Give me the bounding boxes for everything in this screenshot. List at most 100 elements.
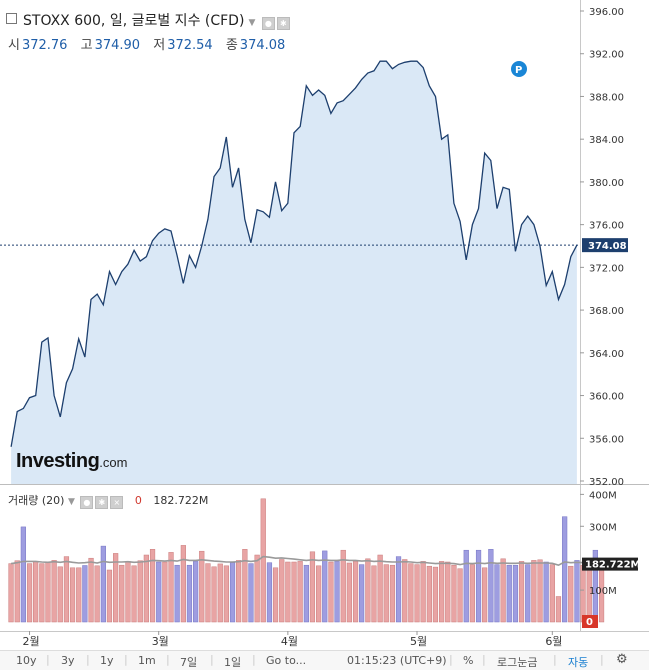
chevron-down-icon[interactable]: ▼ [248,18,256,28]
high-label: 고 [80,38,93,53]
price-tick-label: 384.00 [589,135,624,146]
percent-toggle[interactable]: % [463,654,474,667]
divider: | [449,653,453,666]
volume-bar [106,569,113,623]
last-price-badge [582,238,628,253]
volume-bar [242,549,248,623]
volume-bar [469,564,475,623]
range-3y[interactable]: 3y [61,654,75,667]
volume-bar [383,564,389,623]
volume-bar [156,561,162,623]
p-badge[interactable] [511,61,527,77]
volume-bar [328,561,334,623]
time-tick-label: 3월 [152,635,169,648]
volume-current-value: 182.722M [153,494,209,507]
eye-icon[interactable]: ● [80,496,94,509]
volume-tick-label: 300M [589,522,617,533]
close-icon[interactable]: × [110,496,124,509]
price-tick-label: 364.00 [589,349,624,360]
volume-bar [408,563,414,623]
chart-title[interactable]: STOXX 600, 일, 글로벌 지수 (CFD) ▼ ● ✱ [6,10,290,30]
volume-bar [488,549,494,623]
clock-readout: 01:15:23 (UTC+9) [347,654,447,667]
range-10y[interactable]: 10y [16,654,37,667]
time-tick-label: 2월 [23,635,40,648]
volume-bar [506,564,512,623]
volume-bar [395,556,402,623]
divider: | [600,653,604,666]
chevron-down-icon[interactable]: ▼ [67,497,75,507]
price-area-fill [11,61,577,484]
volume-bar [125,561,131,623]
volume-bar [20,526,26,623]
volume-bar [420,561,426,623]
volume-bar [475,549,482,623]
volume-bar [88,557,94,623]
time-tick-label: 4월 [281,635,298,648]
price-tick-label: 392.00 [589,50,624,61]
volume-last-badge [582,557,638,571]
volume-bar [543,561,549,623]
auto-scale-toggle[interactable]: 자동 [568,656,589,669]
ohlc-values: 시 372.76 고 374.90 저 372.54 종 374.08 [8,34,294,53]
range-7d[interactable]: 7일 [180,656,198,669]
price-tick-label: 380.00 [589,178,624,189]
time-tick-label: 5월 [410,635,427,648]
volume-bar [260,498,266,623]
volume-bar [580,564,586,623]
volume-bar [266,562,273,623]
gear-icon[interactable]: ✱ [95,496,109,509]
volume-bar [162,561,168,623]
volume-header: 거래량 (20) ▼ ● ✱ × 0 182.722M [8,492,208,509]
volume-bar [562,516,568,623]
volume-bar [205,563,211,623]
volume-tick-label: 400M [589,490,617,501]
logo-suffix: .com [99,455,128,470]
volume-bar [143,554,149,623]
volume-bar [365,558,371,623]
divider: | [553,653,557,666]
gear-icon[interactable]: ⚙ [616,652,628,667]
volume-bar [316,565,322,623]
volume-bar [340,549,346,623]
price-tick-label: 352.00 [589,477,624,488]
volume-bar [297,561,303,623]
goto-button[interactable]: Go to... [266,654,307,667]
volume-zero-value: 0 [134,494,142,507]
volume-tick-label: 100M [589,586,617,597]
volume-bar [63,556,70,623]
volume-bar [414,564,420,623]
divider: | [166,653,170,666]
volume-bar [33,561,39,623]
volume-bar [229,562,236,623]
collapse-icon[interactable] [6,13,17,24]
volume-bar [432,566,439,623]
price-tick-label: 372.00 [589,263,624,274]
volume-bar [76,567,82,623]
volume-bar [180,545,186,623]
volume-bar [149,549,156,623]
range-1m[interactable]: 1m [138,654,156,667]
volume-bar [482,567,488,623]
volume-bar [39,563,45,623]
volume-bar [8,563,14,623]
volume-bar [279,559,285,623]
gear-icon[interactable]: ✱ [276,17,290,30]
volume-bar [168,552,174,623]
range-1d[interactable]: 1일 [224,656,242,669]
volume-bar [537,559,543,623]
last-price-label: 374.08 [588,241,627,252]
volume-bar [69,567,76,623]
volume-bar [309,551,316,623]
volume-bar [285,561,291,623]
volume-bar [291,561,297,623]
range-1y[interactable]: 1y [100,654,114,667]
eye-icon[interactable]: ● [261,17,275,30]
log-scale-toggle[interactable]: 로그눈금 [497,656,538,669]
close-label: 종 [225,38,238,53]
volume-bar [100,545,106,623]
volume-bar [248,563,254,623]
price-tick-label: 376.00 [589,221,624,232]
volume-label: 거래량 (20) [8,494,65,507]
